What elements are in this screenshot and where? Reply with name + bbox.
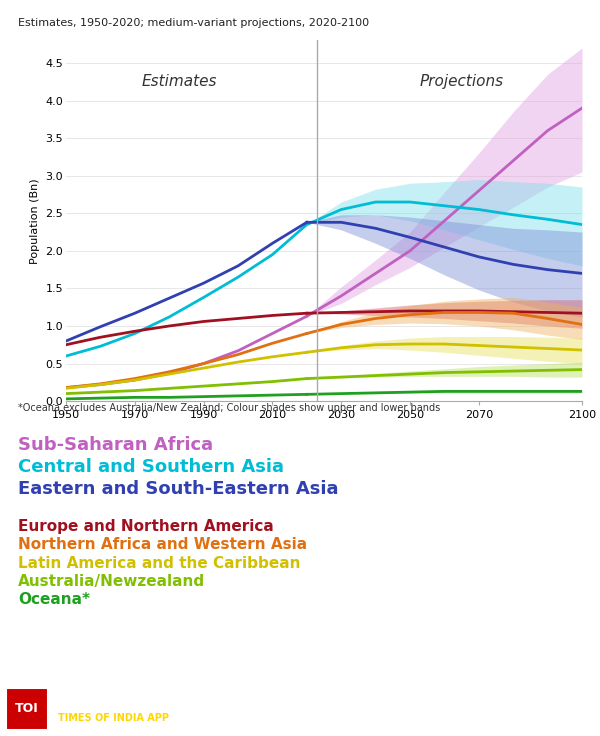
- Text: Estimates: Estimates: [142, 74, 217, 89]
- Text: Sub-Saharan Africa: Sub-Saharan Africa: [18, 436, 213, 454]
- Text: Central and Southern Asia: Central and Southern Asia: [18, 459, 284, 476]
- Text: ⬛ Available on the
   App Store: ⬛ Available on the App Store: [360, 703, 416, 715]
- Text: TIMES OF INDIA APP: TIMES OF INDIA APP: [58, 713, 169, 723]
- Text: *Oceana excludes Australia/New Zealand; Colour shades show upper and lower bands: *Oceana excludes Australia/New Zealand; …: [18, 403, 440, 414]
- Text: ▶ Google play: ▶ Google play: [440, 707, 484, 712]
- Text: Australia/Newzealand: Australia/Newzealand: [18, 574, 205, 589]
- Text: FOR MORE  INFOGRAPHICS DOWNLOAD: FOR MORE INFOGRAPHICS DOWNLOAD: [58, 696, 228, 705]
- Text: 🪟 Windows
    Phone: 🪟 Windows Phone: [520, 703, 554, 715]
- Y-axis label: Population (Bn): Population (Bn): [30, 178, 40, 263]
- FancyBboxPatch shape: [6, 688, 48, 730]
- Text: Projections: Projections: [419, 74, 503, 89]
- Text: Europe and Northern America: Europe and Northern America: [18, 519, 274, 534]
- Text: Eastern and South-Eastern Asia: Eastern and South-Eastern Asia: [18, 481, 338, 498]
- Text: TOI: TOI: [15, 702, 39, 715]
- Text: Northern Africa and Western Asia: Northern Africa and Western Asia: [18, 537, 307, 552]
- Text: Latin America and the Caribbean: Latin America and the Caribbean: [18, 556, 301, 570]
- Text: Estimates, 1950-2020; medium-variant projections, 2020-2100: Estimates, 1950-2020; medium-variant pro…: [18, 18, 369, 29]
- Text: Oceana*: Oceana*: [18, 592, 90, 607]
